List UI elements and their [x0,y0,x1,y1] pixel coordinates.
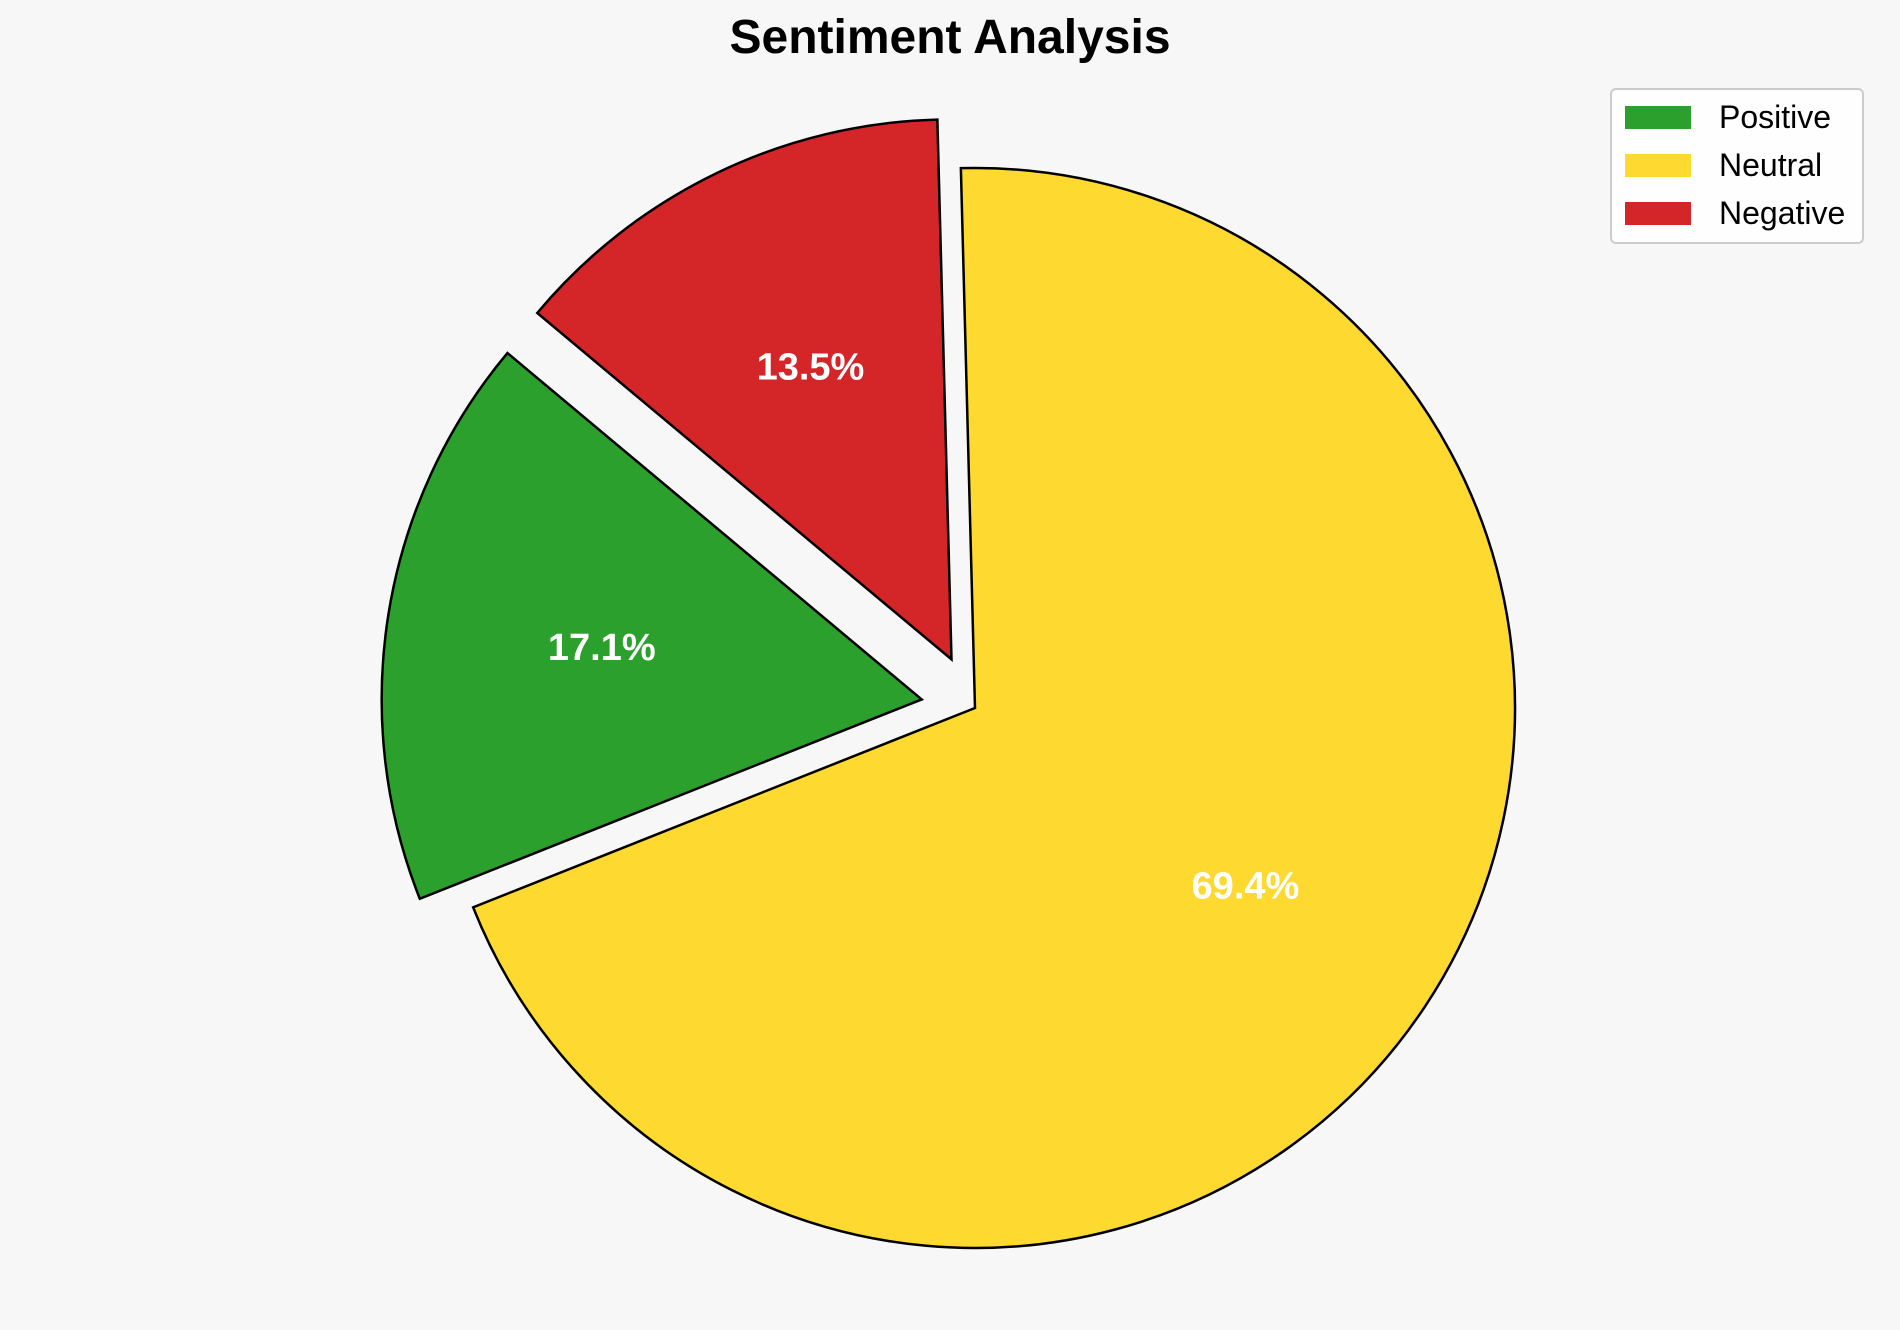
legend-label-positive: Positive [1719,99,1831,135]
legend: Positive Neutral Negative [1610,88,1864,244]
legend-swatch-positive [1625,106,1691,129]
pie-label-neutral: 69.4% [1192,865,1300,907]
pie-label-negative: 13.5% [757,347,865,389]
pie-label-positive: 17.1% [548,627,656,669]
chart-title: Sentiment Analysis [729,11,1171,64]
legend-label-neutral: Neutral [1719,147,1822,183]
legend-swatch-neutral [1625,154,1691,177]
legend-label-negative: Negative [1719,195,1845,231]
legend-swatch-negative [1625,202,1691,225]
pie-slice-positive [380,351,925,901]
pie-slice-negative [535,118,953,663]
pie-slice-neutral [471,166,1517,1250]
